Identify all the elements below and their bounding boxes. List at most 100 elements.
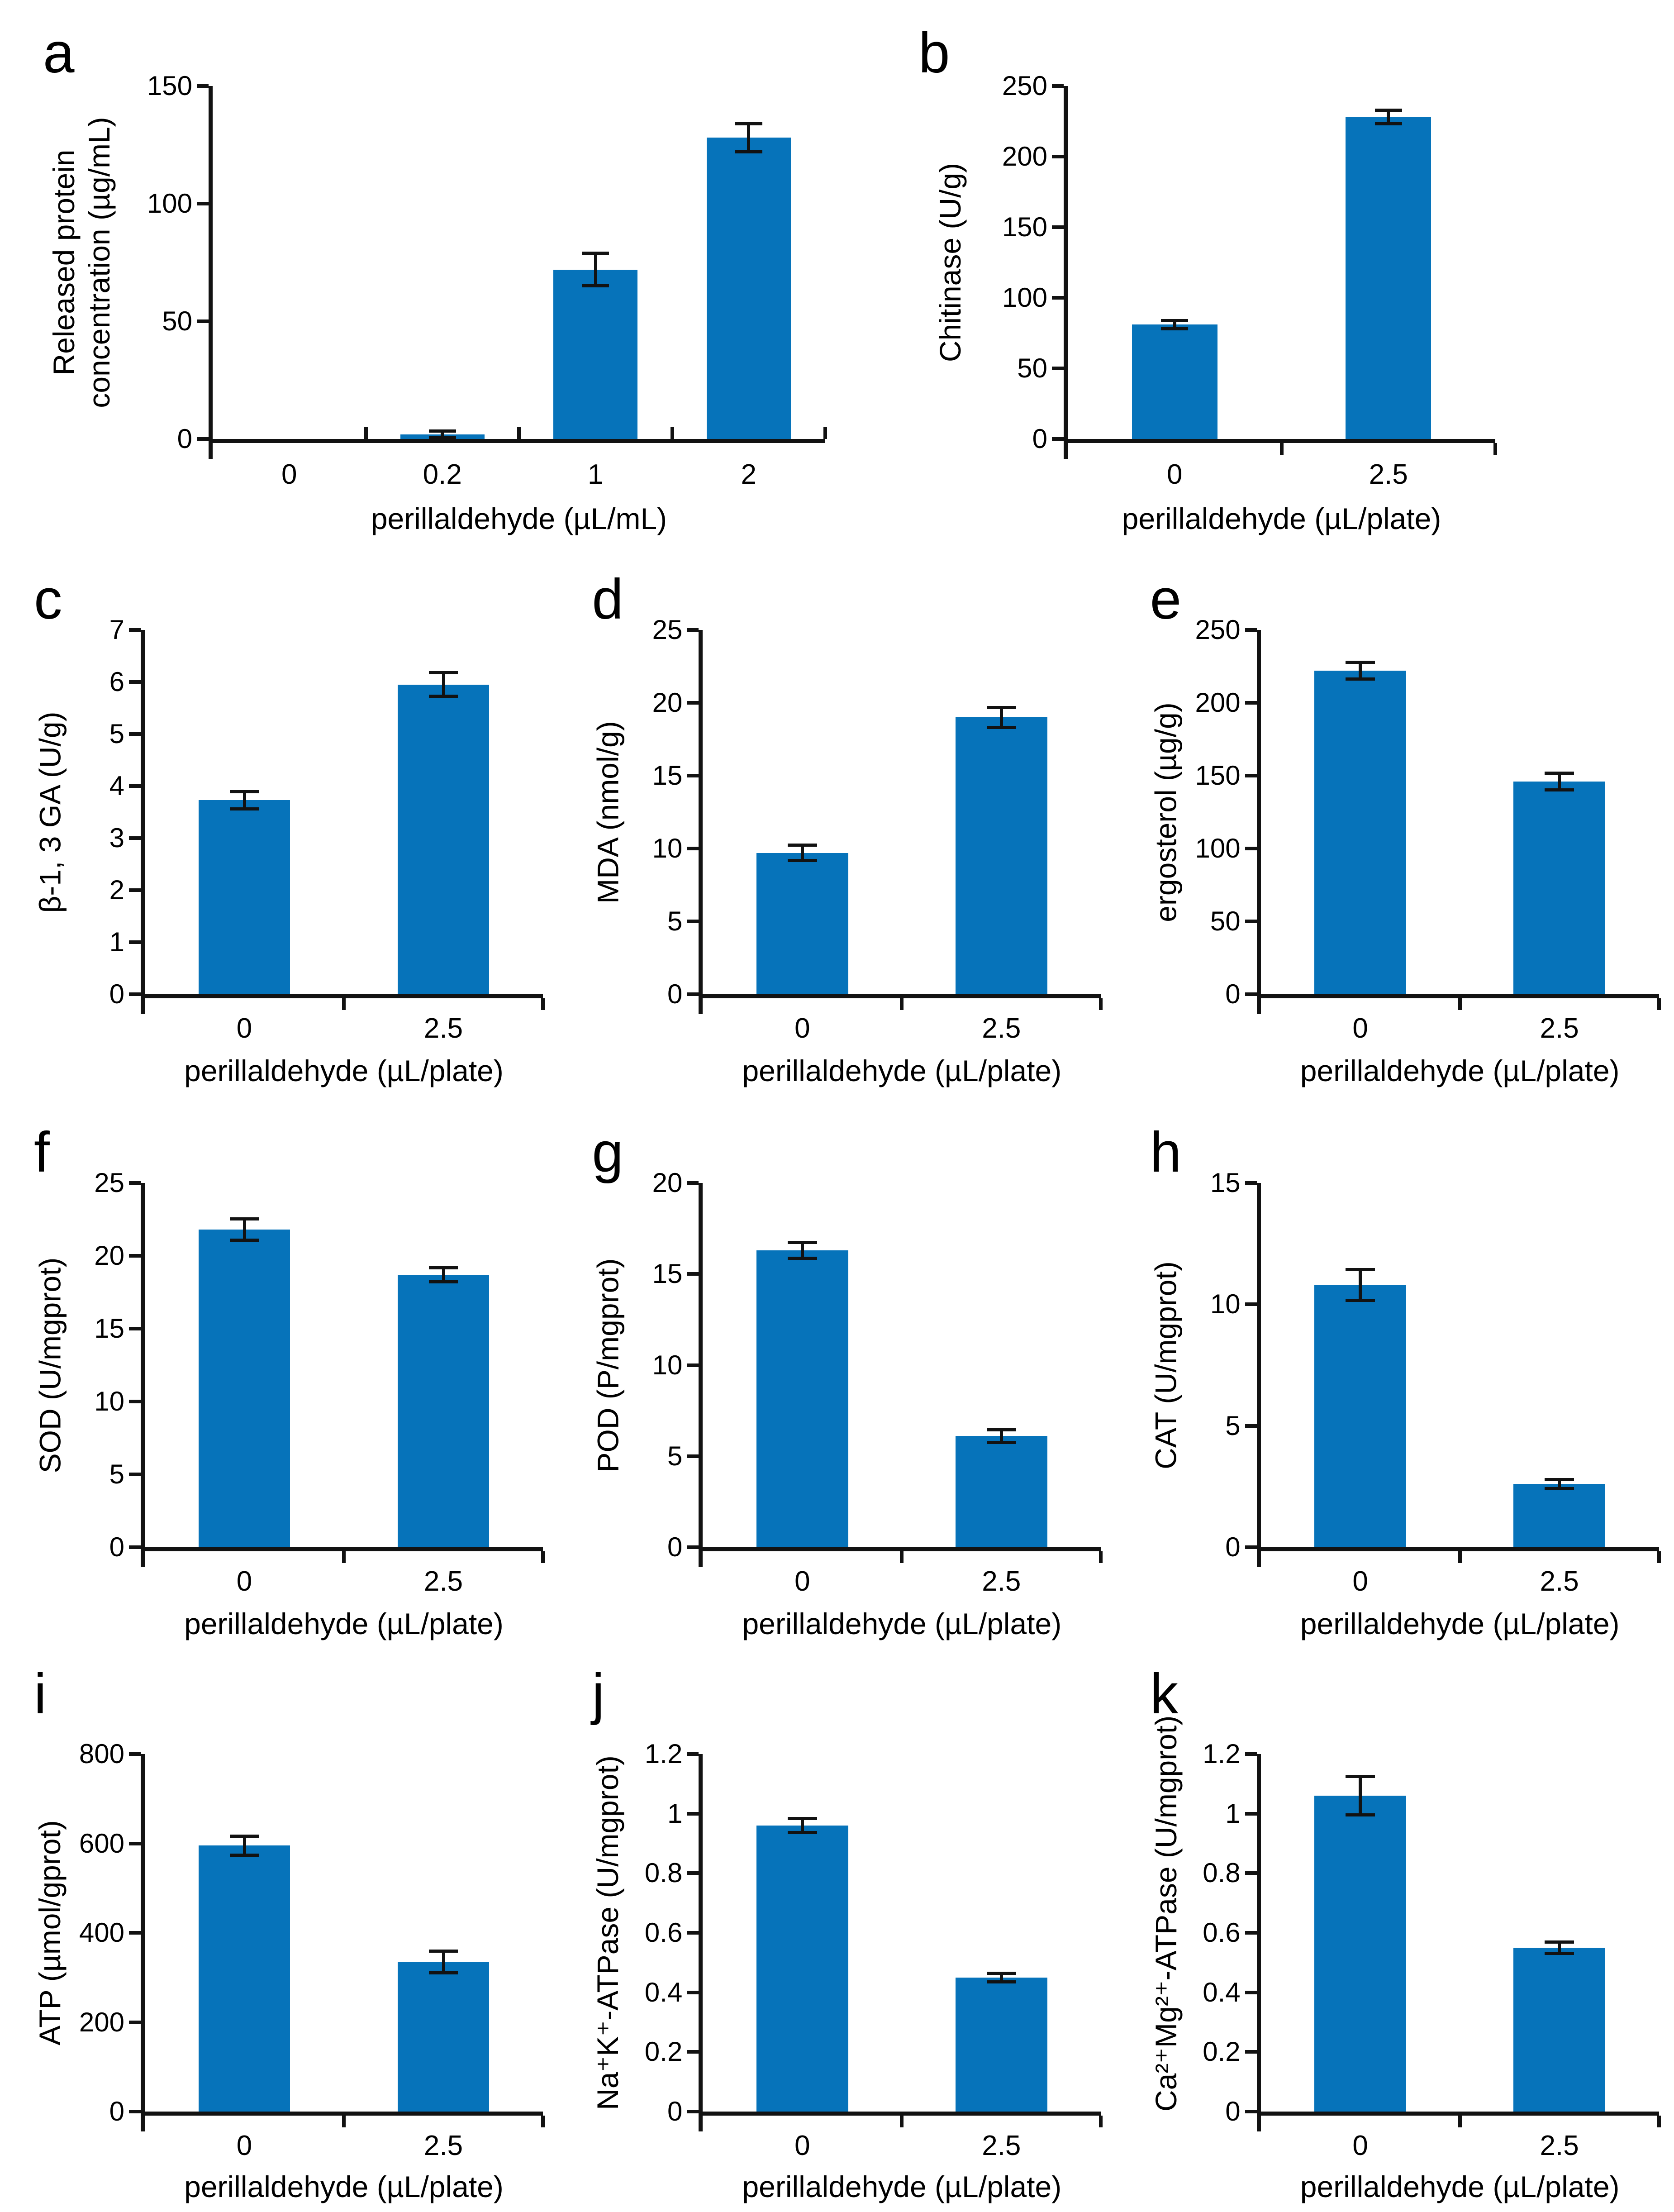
bar: [956, 1977, 1047, 2112]
y-axis-title-line: Na⁺K⁺-ATPase (U/mgprot): [591, 1755, 625, 2110]
error-bar-line: [1558, 1941, 1561, 1954]
x-axis-line: [209, 439, 825, 443]
y-tick-label: 250: [1195, 615, 1241, 645]
y-axis-title-line: POD (P/mgprot): [591, 1258, 625, 1473]
y-axis-tick: [129, 1752, 141, 1756]
error-bar-line: [441, 430, 444, 438]
error-bar-cap-bottom: [986, 1980, 1016, 1983]
y-axis-tick: [1245, 1424, 1257, 1428]
error-bar-cap-bottom: [1346, 677, 1375, 681]
bar: [1314, 1796, 1406, 2112]
y-axis-line: [1256, 630, 1261, 1014]
y-axis-tick: [129, 1327, 141, 1330]
x-category-label: 0: [794, 1013, 810, 1044]
y-axis-line: [209, 86, 213, 459]
y-axis-title: ergosterol (µg/g): [1148, 630, 1184, 994]
y-axis-tick: [687, 1545, 699, 1549]
y-axis-tick: [687, 992, 699, 996]
x-axis-tick: [1099, 1551, 1103, 1563]
x-category-label: 2.5: [982, 2130, 1021, 2161]
error-bar-line: [594, 253, 597, 286]
y-tick-label: 4: [109, 771, 124, 801]
y-tick-label: 1: [109, 927, 124, 957]
error-bar-line: [442, 1267, 445, 1282]
panel-letter: k: [1150, 1663, 1179, 1726]
y-axis-title-line: concentration (µg/mL): [82, 117, 116, 408]
x-axis-line: [699, 1547, 1101, 1551]
error-bar-line: [999, 1973, 1003, 1982]
error-bar-cap-top: [787, 843, 817, 847]
y-axis-tick: [1245, 1545, 1257, 1549]
y-tick-label: 5: [109, 719, 124, 749]
x-axis-tick: [900, 2116, 904, 2127]
x-category-label: 0: [236, 2130, 252, 2161]
error-bar-line: [243, 791, 246, 809]
y-axis-tick: [129, 1545, 141, 1549]
panel-letter: a: [43, 22, 75, 85]
x-category-label: 2.5: [982, 1566, 1021, 1597]
bar: [198, 1845, 290, 2112]
y-axis-tick: [1245, 847, 1257, 850]
panel-letter: c: [34, 568, 62, 631]
x-category-label: 1: [588, 459, 604, 490]
y-tick-label: 0.4: [644, 1977, 683, 2007]
x-category-label: 0: [1352, 2130, 1368, 2161]
y-axis-tick: [687, 1812, 699, 1816]
y-axis-tick: [197, 84, 209, 88]
x-axis-tick: [1458, 998, 1462, 1010]
y-tick-label: 15: [652, 1259, 683, 1289]
y-tick-label: 0.6: [644, 1917, 683, 1948]
error-bar-line: [747, 124, 751, 152]
error-bar-cap-bottom: [986, 725, 1016, 729]
y-axis-title: POD (P/mgprot): [590, 1183, 625, 1547]
error-bar-cap-bottom: [229, 807, 259, 810]
y-axis-tick: [687, 2110, 699, 2113]
x-axis-tick: [1279, 443, 1284, 455]
y-axis-tick: [1245, 1181, 1257, 1185]
y-tick-label: 1: [1225, 1798, 1241, 1829]
error-bar-cap-top: [229, 1217, 259, 1220]
error-bar-cap-top: [582, 252, 609, 255]
y-axis-tick: [1245, 1931, 1257, 1935]
y-tick-label: 150: [1002, 212, 1047, 242]
error-bar-cap-top: [735, 122, 762, 126]
y-axis-tick: [1245, 701, 1257, 705]
x-axis-tick: [1099, 2116, 1103, 2127]
error-bar-line: [442, 672, 445, 697]
x-axis-tick: [342, 1551, 346, 1563]
x-axis-title: perillaldehyde (µL/plate): [1122, 502, 1441, 535]
error-bar-line: [1359, 1269, 1362, 1301]
y-tick-label: 7: [109, 615, 124, 645]
y-tick-label: 1.2: [1203, 1739, 1241, 1769]
y-tick-label: 0: [667, 2096, 683, 2126]
bar: [1513, 781, 1605, 994]
y-axis-title: Ca²⁺Mg²⁺-ATPase (U/mgprot): [1148, 1716, 1184, 2112]
bar: [553, 269, 638, 439]
error-bar-line: [1359, 1776, 1362, 1815]
panel-f-sod: f 0 5 10 15 20 25 0 2.5 perillaldehyde (µL/plate…: [0, 1106, 558, 1659]
y-axis-tick: [687, 920, 699, 923]
error-bar-cap-bottom: [787, 859, 817, 863]
y-axis-line: [699, 1754, 703, 2131]
x-axis-title: perillaldehyde (µL/plate): [184, 1607, 504, 1640]
error-bar-cap-bottom: [428, 436, 456, 439]
x-axis-title: perillaldehyde (µL/plate): [742, 1054, 1062, 1087]
x-axis-line: [1064, 439, 1495, 443]
y-axis-tick: [687, 1990, 699, 1994]
x-category-label: 0: [1352, 1013, 1368, 1044]
y-axis-tick: [1245, 1752, 1257, 1756]
y-tick-label: 6: [109, 667, 124, 697]
x-category-label: 0.2: [423, 459, 462, 490]
x-axis-line: [699, 2112, 1101, 2116]
y-axis-tick: [1245, 1990, 1257, 1994]
figure-row-4: i 0 200 400 600 800 0 2.5 perillaldehyde (µL/pl…: [0, 1659, 1674, 2212]
y-axis-tick: [129, 836, 141, 840]
x-category-label: 2.5: [423, 2130, 463, 2161]
error-bar-cap-bottom: [229, 1854, 259, 1857]
panel-letter: j: [592, 1663, 605, 1726]
error-bar-line: [1359, 662, 1362, 680]
y-axis-tick: [687, 847, 699, 850]
y-axis-title: β-1, 3 GA (U/g): [32, 630, 67, 994]
x-axis-tick: [670, 427, 674, 439]
